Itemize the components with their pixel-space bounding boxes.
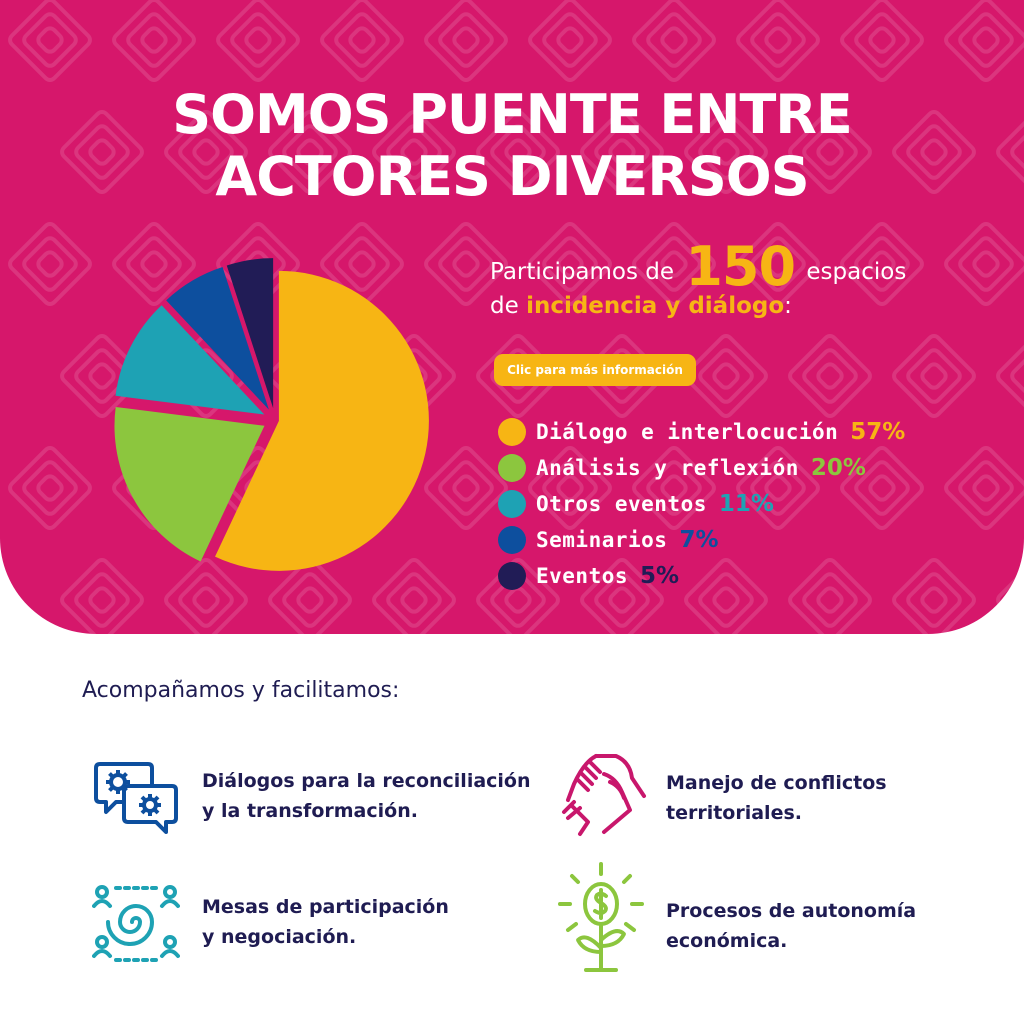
people-circle-icon [92,885,180,962]
legend-value: 57% [850,419,906,445]
intro-highlight: incidencia y diálogo [526,293,785,319]
legend-swatch [498,418,526,446]
intro-number: 150 [685,235,796,298]
pie-slice-3 [115,305,265,415]
pie-slice-1 [215,270,429,571]
money-plant-icon [558,862,644,972]
service-reconciliation: Diálogos para la reconciliación y la tra… [202,766,531,826]
legend-value: 20% [810,455,866,481]
legend-item: Análisis y reflexión 20% [498,450,978,486]
service-conflicts-line2: territoriales. [666,802,802,824]
legend-item: Seminarios 7% [498,522,978,558]
legend-swatch [498,490,526,518]
intro-text: Participamos de 150 espacios de incidenc… [490,240,970,323]
legend-value: 11% [718,491,774,517]
service-participation: Mesas de participación y negociación. [202,892,449,952]
legend-label: Otros eventos [536,492,707,516]
service-autonomy-line1: Procesos de autonomía [666,900,917,922]
legend-value: 5% [640,563,680,589]
pie-slice-4 [166,267,269,410]
hero-banner: SOMOS PUENTE ENTRE ACTORES DIVERSOS Part… [0,0,1024,634]
service-participation-line2: y negociación. [202,926,357,948]
service-conflicts: Manejo de conflictos territoriales. [666,768,887,828]
legend-item: Diálogo e interlocución 57% [498,414,978,450]
pie-slice-5 [226,258,274,409]
intro-line2-suffix: : [784,293,792,319]
service-reconciliation-line2: y la transformación. [202,800,418,822]
legend-label: Eventos [536,564,629,588]
legend-label: Diálogo e interlocución [536,420,839,444]
legend-item: Otros eventos 11% [498,486,978,522]
chat-gears-icon [94,762,178,834]
title-line-2: ACTORES DIVERSOS [215,145,809,208]
legend-swatch [498,454,526,482]
legend-swatch [498,562,526,590]
pie-slice-2 [114,406,265,562]
page-title: SOMOS PUENTE ENTRE ACTORES DIVERSOS [0,84,1024,208]
more-info-button[interactable]: Clic para más información [494,354,696,386]
legend-value: 7% [679,527,719,553]
service-autonomy: Procesos de autonomía económica. [666,896,916,956]
service-autonomy-line2: económica. [666,930,788,952]
service-participation-line1: Mesas de participación [202,896,449,918]
pie-chart [114,258,429,571]
intro-prefix: Participamos de [490,259,675,285]
legend-swatch [498,526,526,554]
chart-legend: Diálogo e interlocución 57% Análisis y ref… [498,414,978,594]
legend-item: Eventos 5% [498,558,978,594]
service-reconciliation-line1: Diálogos para la reconciliación [202,770,531,792]
intro-line2-prefix: de [490,293,519,319]
intro-suffix: espacios [806,259,907,285]
title-line-1: SOMOS PUENTE ENTRE [172,83,853,146]
legend-label: Seminarios [536,528,668,552]
services-heading: Acompañamos y facilitamos: [82,678,400,703]
legend-label: Análisis y reflexión [536,456,799,480]
service-conflicts-line1: Manejo de conflictos [666,772,887,794]
handshake-icon [562,754,646,836]
